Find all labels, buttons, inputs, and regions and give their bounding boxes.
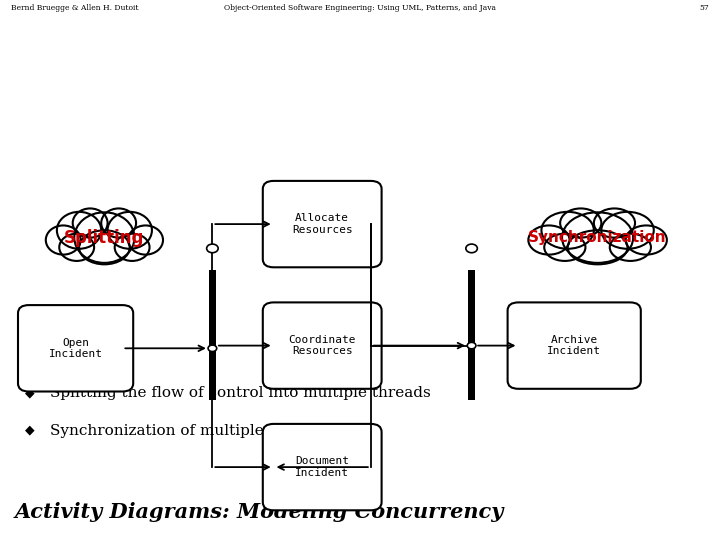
Text: Allocate
Resources: Allocate Resources (292, 213, 353, 235)
Ellipse shape (541, 212, 594, 249)
FancyBboxPatch shape (263, 181, 382, 267)
Ellipse shape (73, 208, 107, 238)
Text: Archive
Incident: Archive Incident (547, 335, 601, 356)
Text: Splitting: Splitting (64, 228, 145, 247)
Text: 57: 57 (699, 4, 709, 12)
Ellipse shape (74, 212, 135, 263)
Ellipse shape (626, 226, 667, 254)
Text: Synchronization: Synchronization (528, 230, 667, 245)
Ellipse shape (57, 212, 102, 249)
Ellipse shape (567, 231, 628, 265)
Text: Bernd Bruegge & Allen H. Dutoit: Bernd Bruegge & Allen H. Dutoit (11, 4, 138, 12)
Bar (209, 270, 216, 400)
Circle shape (207, 244, 218, 253)
Text: Object-Oriented Software Engineering: Using UML, Patterns, and Java: Object-Oriented Software Engineering: Us… (224, 4, 496, 12)
Text: Open
Incident: Open Incident (49, 338, 103, 359)
Circle shape (466, 244, 477, 253)
FancyBboxPatch shape (263, 424, 382, 510)
Text: ◆: ◆ (25, 386, 35, 399)
Ellipse shape (128, 226, 163, 254)
Ellipse shape (46, 226, 81, 254)
Text: ◆: ◆ (25, 424, 35, 437)
Bar (468, 270, 475, 400)
Circle shape (467, 342, 476, 349)
FancyBboxPatch shape (508, 302, 641, 389)
Ellipse shape (601, 212, 654, 249)
Text: Coordinate
Resources: Coordinate Resources (289, 335, 356, 356)
Ellipse shape (610, 234, 651, 261)
Ellipse shape (107, 212, 152, 249)
Text: Splitting the flow of control into multiple threads: Splitting the flow of control into multi… (50, 386, 431, 400)
FancyBboxPatch shape (18, 305, 133, 392)
FancyBboxPatch shape (263, 302, 382, 389)
Ellipse shape (594, 208, 635, 238)
Ellipse shape (544, 234, 585, 261)
Text: Activity Diagrams: Modeling Concurrency: Activity Diagrams: Modeling Concurrency (14, 502, 504, 522)
Ellipse shape (102, 208, 136, 238)
Ellipse shape (560, 208, 601, 238)
Ellipse shape (528, 226, 570, 254)
Ellipse shape (79, 231, 130, 265)
Ellipse shape (59, 234, 94, 261)
Circle shape (208, 345, 217, 352)
Text: Document
Incident: Document Incident (295, 456, 349, 478)
Ellipse shape (562, 212, 633, 263)
Ellipse shape (114, 234, 150, 261)
Text: Synchronization of multiple activities: Synchronization of multiple activities (50, 424, 339, 438)
